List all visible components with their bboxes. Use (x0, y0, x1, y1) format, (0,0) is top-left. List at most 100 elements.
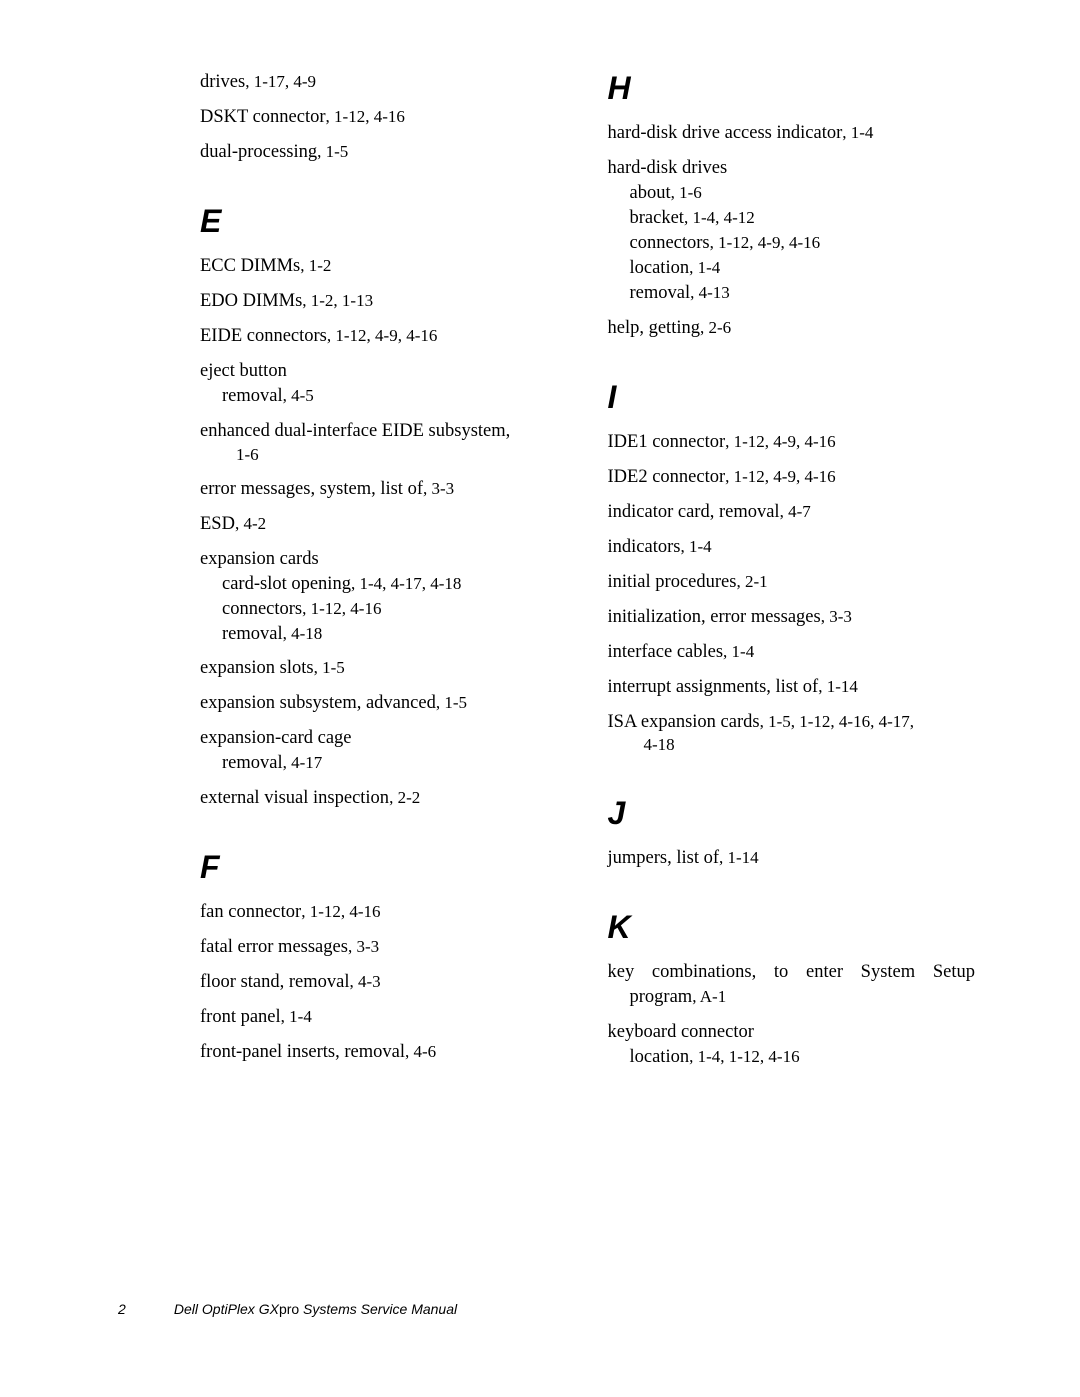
entry-refs-cont: 1-6 (200, 444, 568, 467)
entry-text: interface cables (608, 642, 724, 662)
entry-text: interrupt assignments, list of (608, 677, 819, 697)
index-entry: initial procedures, 2-1 (608, 570, 976, 595)
index-subentry: connectors, 1-12, 4-16 (200, 597, 568, 622)
index-entry: expansion-card cage removal, 4-17 (200, 726, 568, 776)
entry-refs: , A-1 (692, 987, 726, 1006)
entry-refs: , 2-6 (700, 318, 731, 337)
entry-refs: , 1-4 (723, 642, 754, 661)
entry-refs: , 1-5 (436, 693, 467, 712)
entry-text: EDO DIMMs (200, 291, 302, 311)
entry-text: indicators (608, 537, 681, 557)
index-subentry: location, 1-4, 1-12, 4-16 (608, 1045, 976, 1070)
index-entry: ESD, 4-2 (200, 512, 568, 537)
footer-title-2: pro (279, 1301, 299, 1317)
entry-refs: , 2-1 (736, 572, 767, 591)
entry-text: error messages, system, list of (200, 479, 423, 499)
index-subentry: connectors, 1-12, 4-9, 4-16 (608, 231, 976, 256)
index-entry: front panel, 1-4 (200, 1005, 568, 1030)
entry-text: enhanced dual-interface EIDE subsystem (200, 421, 506, 441)
entry-refs: , 1-4 (842, 123, 873, 142)
index-entry: error messages, system, list of, 3-3 (200, 477, 568, 502)
subentry-refs: , 1-4, 4-17, 4-18 (351, 574, 461, 593)
subentry-text: removal (222, 624, 283, 644)
index-entry: drives, 1-17, 4-9 (200, 70, 568, 95)
index-entry: indicator card, removal, 4-7 (608, 500, 976, 525)
entry-refs: , 1-2 (300, 256, 331, 275)
index-entry: fatal error messages, 3-3 (200, 935, 568, 960)
index-entry: key combinations, to enter System Setup … (608, 960, 976, 1010)
entry-text: IDE1 connector (608, 432, 726, 452)
entry-refs: , 3-3 (348, 937, 379, 956)
entry-text: keyboard connector (608, 1022, 754, 1042)
index-entry: help, getting, 2-6 (608, 316, 976, 341)
entry-text: external visual inspection (200, 788, 389, 808)
entry-refs: , 4-6 (405, 1042, 436, 1061)
subentry-refs: , 1-4 (689, 258, 720, 277)
subentry-refs: , 4-17 (283, 753, 323, 772)
entry-text: fan connector (200, 902, 301, 922)
entry-refs: , 1-12, 4-9, 4-16 (725, 467, 835, 486)
index-entry: EDO DIMMs, 1-2, 1-13 (200, 289, 568, 314)
entry-text: ISA expansion cards (608, 712, 760, 732)
entry-refs: , 1-14 (818, 677, 858, 696)
page-footer: 2 Dell OptiPlex GXpro Systems Service Ma… (118, 1301, 457, 1317)
index-entry: enhanced dual-interface EIDE subsystem,1… (200, 419, 568, 467)
index-entry: interface cables, 1-4 (608, 640, 976, 665)
entry-text: floor stand, removal (200, 972, 350, 992)
entry-text: expansion cards (200, 549, 319, 569)
entry-text: initialization, error messages (608, 607, 821, 627)
index-entry: IDE1 connector, 1-12, 4-9, 4-16 (608, 430, 976, 455)
subentry-refs: , 1-12, 4-16 (302, 599, 381, 618)
entry-text: EIDE connectors (200, 326, 327, 346)
index-entry: interrupt assignments, list of, 1-14 (608, 675, 976, 700)
entry-text: initial procedures (608, 572, 737, 592)
index-subentry: removal, 4-17 (200, 751, 568, 776)
entry-text: key combinations, to enter System Setup … (608, 962, 976, 1007)
subentry-refs: , 1-4, 4-12 (684, 208, 755, 227)
entry-text: help, getting (608, 318, 700, 338)
entry-text: expansion-card cage (200, 728, 352, 748)
index-entry: eject buttonremoval, 4-5 (200, 359, 568, 409)
subentry-text: location (630, 258, 690, 278)
index-entry: expansion subsystem, advanced, 1-5 (200, 691, 568, 716)
index-subentry: location, 1-4 (608, 256, 976, 281)
entry-text: expansion subsystem, advanced (200, 693, 436, 713)
entry-text: fatal error messages (200, 937, 348, 957)
entry-refs: , 1-17, 4-9 (245, 72, 316, 91)
section-letter: I (608, 379, 976, 416)
entry-refs: , 1-12, 4-9, 4-16 (327, 326, 437, 345)
subentry-text: removal (222, 386, 283, 406)
section-letter: F (200, 849, 568, 886)
entry-refs: , 1-12, 4-9, 4-16 (725, 432, 835, 451)
index-entry: fan connector, 1-12, 4-16 (200, 900, 568, 925)
entry-text: indicator card, removal (608, 502, 780, 522)
entry-text: expansion slots (200, 658, 314, 678)
index-entry: keyboard connector location, 1-4, 1-12, 4… (608, 1020, 976, 1070)
subentry-refs: , 4-5 (283, 386, 314, 405)
section-letter: K (608, 909, 976, 946)
index-subentry: about, 1-6 (608, 181, 976, 206)
subentry-text: about (630, 183, 671, 203)
entry-refs: , 1-14 (719, 848, 759, 867)
index-subentry: removal, 4-18 (200, 622, 568, 647)
index-entry: ECC DIMMs, 1-2 (200, 254, 568, 279)
subentry-text: bracket (630, 208, 684, 228)
section-letter: E (200, 203, 568, 240)
columns: drives, 1-17, 4-9 DSKT connector, 1-12, 4… (200, 70, 975, 1080)
entry-text: drives (200, 72, 245, 92)
index-entry: DSKT connector, 1-12, 4-16 (200, 105, 568, 130)
index-page: drives, 1-17, 4-9 DSKT connector, 1-12, 4… (0, 0, 1080, 1080)
index-entry: initialization, error messages, 3-3 (608, 605, 976, 630)
subentry-text: location (630, 1047, 690, 1067)
entry-text: hard-disk drive access indicator (608, 123, 843, 143)
subentry-refs: , 1-4, 1-12, 4-16 (689, 1047, 799, 1066)
subentry-refs: , 4-13 (690, 283, 730, 302)
entry-refs: , 1-5, 1-12, 4-16, 4-17, (760, 712, 914, 731)
index-entry: expansion slots, 1-5 (200, 656, 568, 681)
entry-text: dual-processing (200, 142, 317, 162)
subentry-refs: , 1-6 (671, 183, 702, 202)
section-letter: J (608, 795, 976, 832)
subentry-text: connectors (222, 599, 302, 619)
index-entry: external visual inspection, 2-2 (200, 786, 568, 811)
entry-refs: , 1-12, 4-16 (301, 902, 380, 921)
